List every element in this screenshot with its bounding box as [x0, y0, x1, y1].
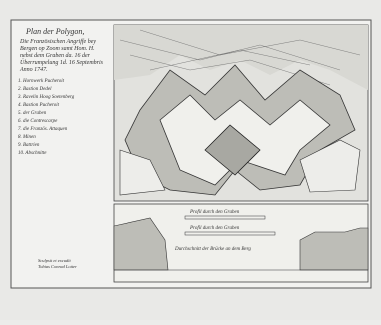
profile-label: Profil durch den Graben [189, 226, 240, 231]
legend-item: 1. Hornwerk Pucheroit [18, 79, 65, 84]
legend-item: 9. Battrien [18, 143, 40, 148]
legend-item: 10. Abschnitte [18, 151, 47, 156]
signature: Sculpsit et excudit [38, 258, 71, 263]
text-panel: Plan der Polygon, Die Französischen Angr… [18, 27, 104, 156]
legend-item: 4. Bastion Pucheroit [18, 103, 60, 108]
subtitle-line: Überrumpelung 1d. 16 Septembris [20, 58, 104, 66]
subtitle-line: Anno 1747. [19, 66, 48, 73]
profile: Profil durch den Graben Profil durch den … [113, 203, 369, 283]
subtitle-line: Die Französischen Angriffe bey [19, 38, 96, 45]
plan [113, 24, 369, 202]
legend-item: 3. Ravelin Hoog Soetenberg [18, 95, 75, 100]
legend-item: 7. die Französ. Attaquen [18, 127, 68, 132]
profile-label: Durchschnitt der Brücke an dem Berg [174, 247, 251, 252]
legend-item: 2. Bastion Dedel [18, 87, 52, 92]
profile-label: Profil durch den Graben [189, 210, 240, 215]
legend-item: 6. die Contrescarpe [18, 119, 58, 124]
title: Plan der Polygon, [25, 27, 84, 36]
legend-item: 5. der Graben [18, 111, 47, 116]
signature: Tobias Conrad Lotter [38, 264, 77, 269]
subtitle-line: Bergen op Zoom samt Hom. H. [20, 46, 95, 52]
legend-item: 8. Minen [18, 135, 36, 140]
subtitle-line: nebst dem Graben da. 16 der [20, 53, 91, 59]
